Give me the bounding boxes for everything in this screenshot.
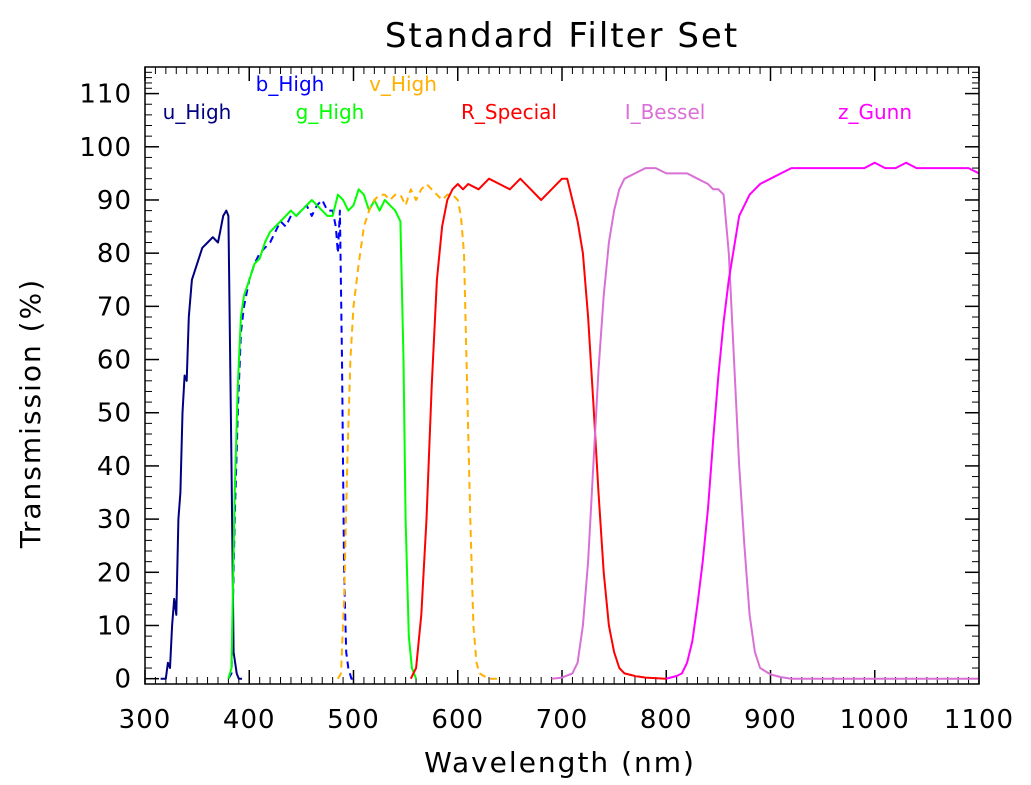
- y-tick-label: 50: [97, 399, 132, 429]
- x-tick-label: 400: [223, 705, 276, 735]
- x-tick-label: 1000: [840, 705, 910, 735]
- y-tick-label: 110: [79, 80, 132, 110]
- legend-label-b-high: b_High: [256, 72, 325, 96]
- series-line-i-bessel: [551, 167, 979, 680]
- x-tick-label: 900: [744, 705, 797, 735]
- series-line-z-gunn: [666, 161, 980, 680]
- x-tick-label: 700: [536, 705, 589, 735]
- legend-label-g-high: g_High: [296, 100, 365, 124]
- y-tick-label: 10: [97, 611, 132, 641]
- series-line-r-special: [409, 177, 667, 680]
- y-tick-label: 100: [79, 133, 132, 163]
- x-axis-label: Wavelength (nm): [424, 746, 696, 779]
- y-tick-label: 20: [97, 558, 132, 588]
- x-tick-label: 600: [431, 705, 484, 735]
- chart-title: Standard Filter Set: [385, 16, 739, 56]
- y-tick-label: 80: [97, 239, 132, 269]
- y-tick-label: 30: [97, 505, 132, 535]
- legend-label-z-gunn: z_Gunn: [838, 100, 912, 124]
- x-tick-label: 500: [327, 705, 380, 735]
- legend-label-u-high: u_High: [163, 100, 232, 124]
- y-tick-label: 0: [114, 665, 132, 695]
- legend-label-i-bessel: I_Bessel: [625, 100, 706, 124]
- series-line-g-high: [227, 188, 418, 680]
- axis-tick-labels: 300 400 500 600 700 800 900 1000 1100 0 10 20 30 40 50…: [79, 80, 1014, 735]
- y-axis-label: Transmission (%): [14, 278, 47, 549]
- x-tick-label: 1100: [944, 705, 1014, 735]
- series-line-v-high: [337, 183, 500, 680]
- y-tick-label: 40: [97, 452, 132, 482]
- plot-frame: [144, 66, 980, 685]
- x-tick-label: 300: [119, 705, 172, 735]
- legend-label-r-special: R_Special: [461, 100, 557, 124]
- x-tick-label: 800: [640, 705, 693, 735]
- legend-label-v-high: v_High: [369, 72, 437, 96]
- y-tick-label: 90: [97, 186, 132, 216]
- axis-ticks: [144, 67, 980, 684]
- series-line-u-high: [160, 209, 242, 680]
- series-line-b-high: [227, 199, 354, 680]
- y-tick-label: 60: [97, 346, 132, 376]
- plot-area: [160, 161, 980, 680]
- y-tick-label: 70: [97, 292, 132, 322]
